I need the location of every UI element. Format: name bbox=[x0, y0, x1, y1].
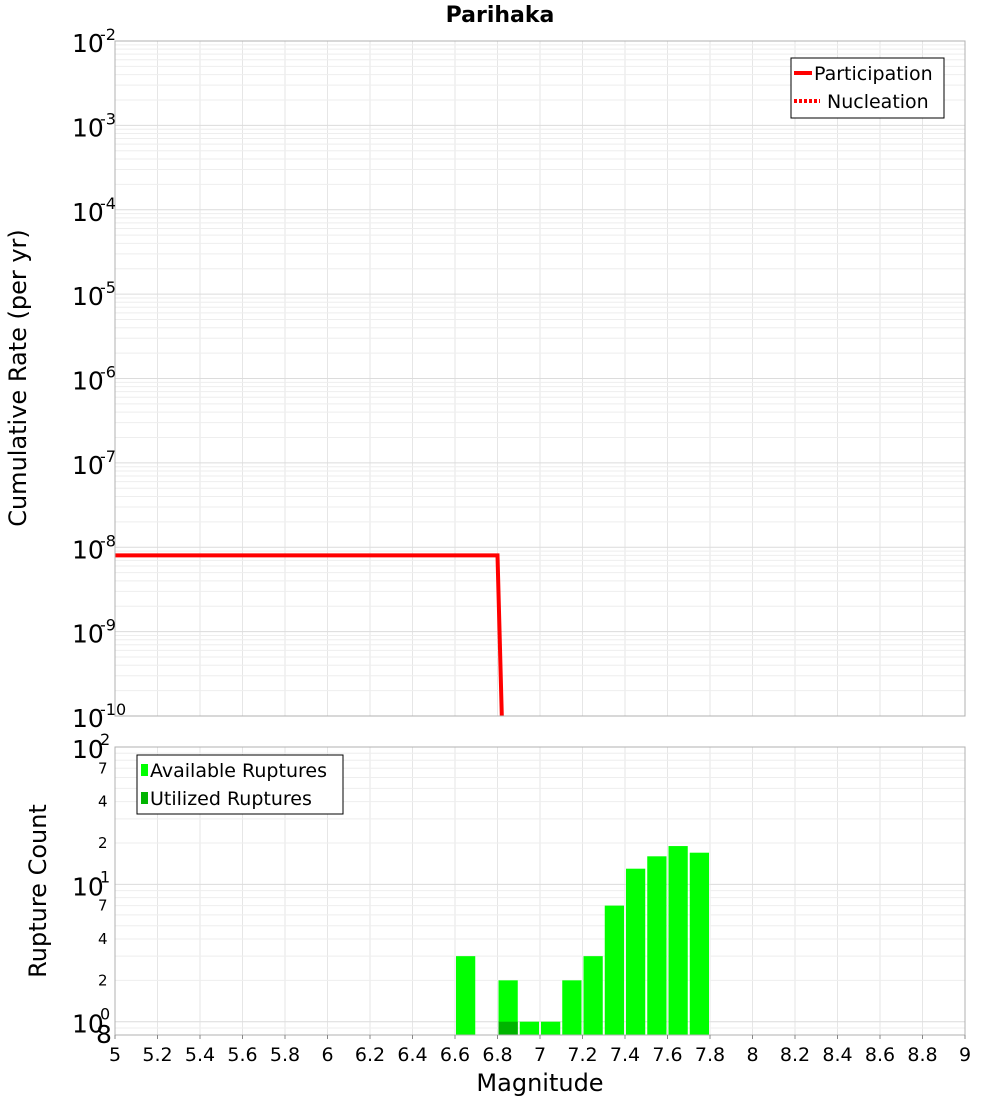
available-rupture-bar bbox=[626, 868, 646, 1035]
bottom-legend: Available Ruptures Utilized Ruptures bbox=[136, 754, 344, 815]
bottom-y-minor-tick-label: 7 bbox=[98, 759, 108, 777]
x-tick-label: 7.4 bbox=[610, 1044, 640, 1066]
top-y-ticks: 10-210-310-410-510-610-710-810-910-10 bbox=[72, 25, 126, 733]
top-y-tick-exponent: -9 bbox=[100, 616, 116, 635]
top-y-tick-exponent: -2 bbox=[100, 25, 116, 44]
top-y-tick-label: 10 bbox=[72, 198, 104, 227]
x-tick-label: 7.6 bbox=[652, 1044, 682, 1066]
x-tick-label: 8.8 bbox=[907, 1044, 937, 1066]
top-y-tick-label: 10 bbox=[72, 620, 104, 649]
available-rupture-bar bbox=[689, 852, 709, 1035]
bottom-y-axis-label: Rupture Count bbox=[24, 804, 52, 978]
bottom-y-minor-tick-label: 7 bbox=[98, 897, 108, 915]
bottom-y-tick-label: 10 bbox=[72, 735, 104, 764]
x-ticks: 5 5.2 5.4 5.6 5.8 6 6.2 6.4 6.6 6.8 7 7.2 7.4 7.6 7.8 8… bbox=[109, 1035, 971, 1066]
x-tick-label: 5.8 bbox=[270, 1044, 300, 1066]
x-tick-label: 6 bbox=[321, 1044, 333, 1066]
series-line-participation bbox=[115, 553, 504, 717]
top-series-lines bbox=[115, 553, 504, 717]
bottom-y-minor-tick-label: 8 bbox=[96, 1020, 112, 1049]
available-rupture-bar bbox=[519, 1021, 539, 1035]
bottom-y-tick-exponent: 2 bbox=[100, 730, 110, 749]
top-y-tick-label: 10 bbox=[72, 535, 104, 564]
utilized-rupture-bar bbox=[498, 1021, 518, 1035]
chart-title: Parihaka bbox=[446, 3, 555, 28]
bottom-y-tick-exponent: 1 bbox=[100, 867, 110, 886]
top-legend: Participation Nucleation bbox=[790, 57, 945, 119]
bottom-y-tick-label: 10 bbox=[72, 872, 104, 901]
x-tick-label: 8.2 bbox=[780, 1044, 810, 1066]
x-tick-label: 6.4 bbox=[397, 1044, 427, 1066]
x-tick-label: 5.4 bbox=[185, 1044, 215, 1066]
x-tick-label: 7.8 bbox=[695, 1044, 725, 1066]
x-tick-label: 7 bbox=[534, 1044, 546, 1066]
available-rupture-bar bbox=[562, 980, 582, 1035]
x-tick-label: 6.6 bbox=[440, 1044, 470, 1066]
top-y-tick-label: 10 bbox=[72, 282, 104, 311]
top-grid bbox=[114, 41, 966, 717]
cumulative-rate-plot: 10-210-310-410-510-610-710-810-910-10 Cu… bbox=[4, 25, 966, 733]
participation-legend-label: Participation bbox=[814, 63, 933, 85]
bottom-y-tick-label: 10 bbox=[72, 1010, 104, 1039]
top-y-tick-label: 10 bbox=[72, 113, 104, 142]
x-tick-label: 6.8 bbox=[482, 1044, 512, 1066]
x-tick-label: 8.4 bbox=[822, 1044, 852, 1066]
bottom-y-minor-tick-label: 2 bbox=[98, 834, 108, 852]
bottom-y-tick-exponent: 0 bbox=[100, 1005, 110, 1024]
top-y-tick-label: 10 bbox=[72, 451, 104, 480]
available-rupture-bar bbox=[583, 956, 603, 1035]
utilized-ruptures-legend-swatch bbox=[141, 792, 148, 804]
top-y-tick-label: 10 bbox=[72, 367, 104, 396]
x-tick-label: 5 bbox=[109, 1044, 121, 1066]
top-y-tick-exponent: -6 bbox=[100, 363, 116, 382]
top-y-tick-label: 10 bbox=[72, 704, 104, 733]
rupture-bars bbox=[456, 846, 709, 1035]
available-rupture-bar bbox=[456, 956, 476, 1035]
available-ruptures-legend-swatch bbox=[141, 764, 148, 776]
bottom-y-minor-tick-label: 2 bbox=[98, 971, 108, 989]
bottom-y-minor-tick-label: 4 bbox=[98, 930, 108, 948]
top-y-tick-exponent: -3 bbox=[100, 109, 116, 128]
x-tick-label: 8.6 bbox=[865, 1044, 895, 1066]
available-ruptures-legend-label: Available Ruptures bbox=[150, 760, 327, 782]
top-y-tick-exponent: -4 bbox=[100, 194, 116, 213]
x-tick-label: 9 bbox=[959, 1044, 971, 1066]
top-y-axis-label: Cumulative Rate (per yr) bbox=[4, 229, 32, 527]
bottom-y-minor-tick-label: 4 bbox=[98, 793, 108, 811]
top-y-tick-exponent: -7 bbox=[100, 447, 116, 466]
x-tick-label: 7.2 bbox=[567, 1044, 597, 1066]
utilized-ruptures-legend-label: Utilized Ruptures bbox=[150, 788, 312, 810]
available-rupture-bar bbox=[647, 856, 667, 1035]
available-rupture-bar bbox=[498, 980, 518, 1035]
nucleation-legend-label: Nucleation bbox=[827, 91, 929, 113]
available-rupture-bar bbox=[604, 905, 624, 1035]
x-tick-label: 5.6 bbox=[227, 1044, 257, 1066]
x-tick-label: 6.2 bbox=[355, 1044, 385, 1066]
top-y-tick-exponent: -8 bbox=[100, 531, 116, 550]
top-y-tick-exponent: -5 bbox=[100, 278, 116, 297]
available-rupture-bar bbox=[668, 846, 688, 1035]
x-tick-label: 8 bbox=[746, 1044, 758, 1066]
x-tick-label: 5.2 bbox=[142, 1044, 172, 1066]
top-plot-frame bbox=[114, 40, 966, 717]
x-axis-label: Magnitude bbox=[476, 1069, 603, 1097]
top-y-tick-label: 10 bbox=[72, 29, 104, 58]
top-y-tick-exponent: -10 bbox=[100, 700, 126, 719]
available-rupture-bar bbox=[541, 1021, 561, 1035]
